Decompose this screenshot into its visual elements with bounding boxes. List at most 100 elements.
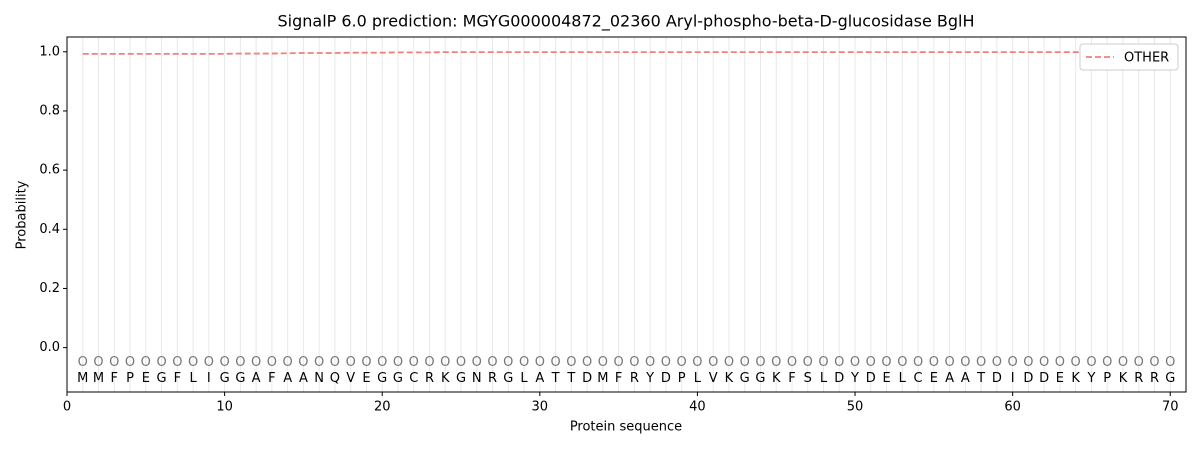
state-label: O bbox=[771, 355, 781, 370]
state-label: O bbox=[472, 355, 482, 370]
x-tick-label: 10 bbox=[216, 400, 233, 415]
residue-label: K bbox=[1119, 371, 1128, 386]
residue-label: G bbox=[740, 371, 750, 386]
residue-label: G bbox=[456, 371, 466, 386]
residue-label: E bbox=[142, 371, 150, 386]
residue-label: N bbox=[314, 371, 324, 386]
state-label: O bbox=[125, 355, 135, 370]
residue-label: K bbox=[441, 371, 450, 386]
residue-label: A bbox=[252, 371, 261, 386]
state-label: O bbox=[1071, 355, 1081, 370]
state-label: O bbox=[393, 355, 403, 370]
residue-label: P bbox=[1103, 371, 1111, 386]
x-tick-label: 70 bbox=[1162, 400, 1179, 415]
state-label: O bbox=[1149, 355, 1159, 370]
state-label: O bbox=[598, 355, 608, 370]
state-label: O bbox=[109, 355, 119, 370]
state-label: O bbox=[1008, 355, 1018, 370]
state-label: O bbox=[330, 355, 340, 370]
residue-label: T bbox=[551, 371, 560, 386]
residue-label: G bbox=[1165, 371, 1175, 386]
x-tick-label: 50 bbox=[847, 400, 864, 415]
residue-label: D bbox=[834, 371, 844, 386]
state-label: O bbox=[519, 355, 529, 370]
residue-label: D bbox=[1039, 371, 1049, 386]
y-axis-label: Probability bbox=[15, 180, 30, 249]
residue-label: I bbox=[207, 371, 211, 386]
residue-label: D bbox=[1023, 371, 1033, 386]
residue-label: R bbox=[1150, 371, 1159, 386]
legend-label: OTHER bbox=[1124, 51, 1169, 66]
state-label: O bbox=[661, 355, 671, 370]
residue-label: K bbox=[1071, 371, 1080, 386]
residue-label: A bbox=[283, 371, 292, 386]
residue-label: L bbox=[189, 371, 197, 386]
state-label: O bbox=[614, 355, 624, 370]
residue-label: F bbox=[788, 371, 795, 386]
state-label: O bbox=[314, 355, 324, 370]
state-label: O bbox=[1023, 355, 1033, 370]
residue-label: F bbox=[111, 371, 118, 386]
legend-box bbox=[1079, 43, 1179, 71]
residue-label: R bbox=[488, 371, 497, 386]
state-label: O bbox=[361, 355, 371, 370]
residue-label: K bbox=[772, 371, 781, 386]
x-tick-label: 40 bbox=[689, 400, 706, 415]
state-label: O bbox=[582, 355, 592, 370]
residue-label: N bbox=[472, 371, 482, 386]
state-label: O bbox=[1134, 355, 1144, 370]
residue-label: M bbox=[77, 371, 88, 386]
chart-title: SignalP 6.0 prediction: MGYG000004872_02… bbox=[277, 12, 974, 32]
residue-label: C bbox=[409, 371, 418, 386]
state-label: O bbox=[440, 355, 450, 370]
plot-frame bbox=[66, 36, 1187, 393]
residue-label: D bbox=[661, 371, 671, 386]
residue-label: G bbox=[755, 371, 765, 386]
state-label: O bbox=[487, 355, 497, 370]
state-label: O bbox=[850, 355, 860, 370]
residue-label: D bbox=[866, 371, 876, 386]
residue-label: I bbox=[1011, 371, 1015, 386]
residue-label: T bbox=[976, 371, 985, 386]
residue-label: Y bbox=[850, 371, 859, 386]
state-label: O bbox=[677, 355, 687, 370]
residue-label: L bbox=[820, 371, 828, 386]
residue-label: E bbox=[1056, 371, 1064, 386]
state-label: O bbox=[740, 355, 750, 370]
state-label: O bbox=[424, 355, 434, 370]
y-tick-label: 1.0 bbox=[39, 44, 60, 59]
state-label: O bbox=[976, 355, 986, 370]
state-label: O bbox=[803, 355, 813, 370]
residue-label: G bbox=[235, 371, 245, 386]
state-label: O bbox=[629, 355, 639, 370]
state-label: O bbox=[992, 355, 1002, 370]
residue-label: L bbox=[694, 371, 702, 386]
residue-label: L bbox=[899, 371, 907, 386]
state-label: O bbox=[1039, 355, 1049, 370]
state-label: O bbox=[724, 355, 734, 370]
y-tick-label: 0.0 bbox=[39, 340, 60, 355]
state-label: O bbox=[1055, 355, 1065, 370]
state-label: O bbox=[156, 355, 166, 370]
state-label: O bbox=[566, 355, 576, 370]
state-label: O bbox=[283, 355, 293, 370]
x-tick-label: 30 bbox=[532, 400, 549, 415]
state-label: O bbox=[346, 355, 356, 370]
residue-label: F bbox=[615, 371, 622, 386]
state-label: O bbox=[235, 355, 245, 370]
state-label: O bbox=[298, 355, 308, 370]
state-label: O bbox=[141, 355, 151, 370]
residue-label: R bbox=[425, 371, 434, 386]
residue-label: A bbox=[299, 371, 308, 386]
residue-label: P bbox=[126, 371, 134, 386]
x-tick-label: 0 bbox=[63, 400, 71, 415]
state-label: O bbox=[692, 355, 702, 370]
residue-label: T bbox=[566, 371, 575, 386]
y-tick-label: 0.2 bbox=[39, 281, 60, 296]
residue-label: G bbox=[220, 371, 230, 386]
y-tick-label: 0.6 bbox=[39, 163, 60, 178]
residue-label: V bbox=[709, 371, 718, 386]
residue-label: L bbox=[520, 371, 528, 386]
y-tick-label: 0.4 bbox=[39, 222, 60, 237]
